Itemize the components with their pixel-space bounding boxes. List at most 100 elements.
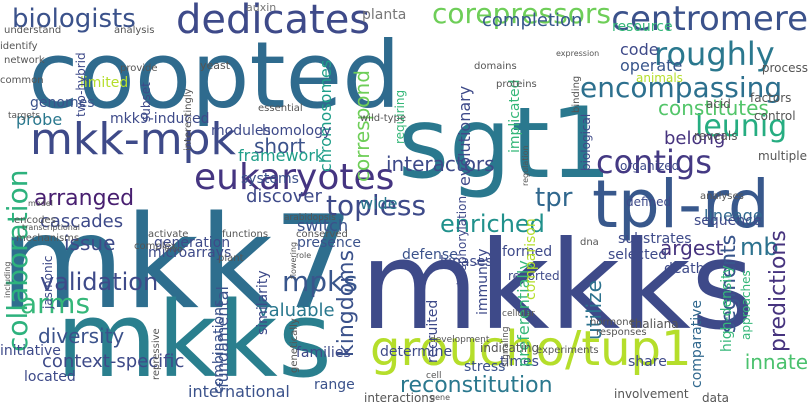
- word: belong: [664, 128, 726, 149]
- word: innate: [744, 350, 808, 374]
- word: jasmonic: [41, 255, 55, 309]
- word: biologists: [12, 4, 136, 34]
- word: defined: [626, 195, 672, 209]
- word: selected: [608, 247, 668, 263]
- word: experiments: [536, 345, 599, 356]
- word: phosphorylation: [455, 195, 469, 293]
- word: predictions: [766, 230, 791, 352]
- word: analyses: [700, 191, 744, 202]
- word: flowering: [289, 241, 298, 279]
- word: understand: [4, 25, 62, 36]
- word: network: [4, 55, 45, 66]
- word: families: [296, 345, 351, 361]
- word: encodes: [14, 215, 56, 226]
- word: similarity: [255, 270, 271, 335]
- word: microarrays: [148, 245, 232, 261]
- word: arabidopsis: [284, 213, 336, 223]
- word: switch: [297, 216, 349, 235]
- word: auxin: [246, 1, 277, 14]
- word: constitutes: [658, 96, 769, 120]
- word: evolutionary: [455, 85, 474, 186]
- word: sequence: [694, 213, 762, 229]
- word: reported: [508, 269, 560, 283]
- word: mpks: [282, 265, 358, 298]
- word: implicated: [507, 79, 523, 153]
- word: animals: [636, 71, 683, 85]
- word: death: [664, 261, 705, 277]
- word: discover: [246, 186, 322, 207]
- word: valuable: [258, 300, 335, 321]
- word: vivo: [164, 245, 183, 255]
- word: operate: [620, 56, 683, 75]
- word: issue: [64, 231, 116, 255]
- word: enriched: [440, 210, 545, 238]
- word: encompassing: [580, 71, 783, 104]
- word: thaliana: [630, 317, 679, 331]
- word: context-specific: [42, 351, 185, 372]
- word: functions: [222, 229, 269, 240]
- word: recruited: [425, 299, 441, 363]
- word: role: [296, 251, 312, 260]
- word: transcriptional: [22, 223, 81, 232]
- word: reconstitution: [400, 373, 553, 398]
- word: arranged: [34, 186, 135, 211]
- word: limited: [80, 75, 129, 91]
- word: process: [761, 61, 808, 75]
- word: lineage: [704, 206, 763, 225]
- word: binding: [571, 75, 582, 113]
- word: wide: [360, 194, 398, 213]
- word: development: [430, 335, 490, 345]
- word: tpl-rd: [592, 166, 770, 243]
- word: corepressors: [432, 0, 611, 30]
- word: resource: [612, 19, 673, 35]
- word: probe: [16, 110, 63, 129]
- word: interestingly: [183, 88, 194, 151]
- word: kingdoms: [334, 249, 359, 357]
- word: reveals: [694, 129, 738, 143]
- word: cascades: [40, 211, 124, 232]
- word: mkk9-induced: [110, 111, 210, 127]
- word: systems: [241, 171, 299, 187]
- word: model: [28, 199, 53, 208]
- word: topless: [326, 189, 427, 222]
- word: share: [628, 354, 667, 370]
- word: dna: [580, 237, 599, 248]
- word: biological: [579, 113, 593, 171]
- word: code: [620, 40, 659, 59]
- word: proteins: [496, 79, 537, 90]
- word: approaches: [739, 270, 753, 340]
- word: generation: [154, 235, 231, 251]
- word: kinases: [440, 254, 493, 270]
- word: acid: [706, 97, 731, 111]
- word: formed: [502, 244, 553, 260]
- word: dedicates: [176, 0, 371, 43]
- word: regulation: [521, 145, 530, 186]
- word: determine: [380, 344, 453, 360]
- word: wild-type: [360, 113, 407, 124]
- word: substrates: [618, 231, 692, 247]
- word: modules: [211, 123, 271, 139]
- word: coopted: [28, 22, 401, 129]
- word: mkk-mpk: [30, 114, 236, 165]
- word: interactors: [386, 152, 495, 176]
- word: genomes: [30, 95, 95, 111]
- word: signaling: [501, 326, 511, 367]
- word: mkkks: [360, 215, 755, 357]
- word: essential: [258, 103, 303, 114]
- word: planta: [362, 7, 407, 23]
- word: domains: [474, 61, 517, 72]
- word: including: [3, 261, 12, 298]
- word: initiative: [0, 343, 61, 359]
- word: conserved: [296, 229, 348, 240]
- word: activate: [148, 229, 189, 240]
- word: complex: [134, 241, 177, 252]
- word: genetically: [289, 318, 300, 373]
- word: expression: [556, 49, 600, 58]
- word: data: [702, 391, 730, 404]
- word: leunig: [695, 109, 788, 144]
- word: responses: [596, 327, 647, 338]
- word: range: [314, 377, 355, 393]
- word: completion: [482, 10, 583, 31]
- word: targets: [8, 111, 41, 121]
- word: validation: [40, 268, 159, 296]
